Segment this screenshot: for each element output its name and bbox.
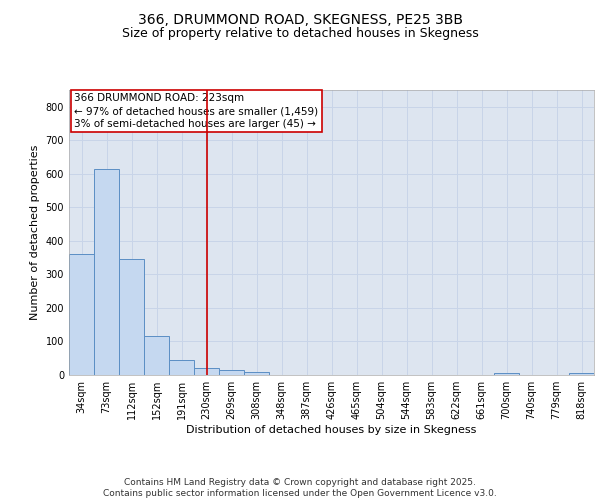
Bar: [219, 370, 244, 375]
Bar: [169, 360, 194, 375]
Bar: [119, 258, 144, 375]
Bar: [569, 374, 594, 375]
Bar: [194, 368, 219, 375]
Bar: [69, 254, 94, 375]
Bar: [244, 372, 269, 375]
Bar: [144, 336, 169, 375]
Text: Contains HM Land Registry data © Crown copyright and database right 2025.
Contai: Contains HM Land Registry data © Crown c…: [103, 478, 497, 498]
Text: Size of property relative to detached houses in Skegness: Size of property relative to detached ho…: [122, 28, 478, 40]
Bar: [494, 374, 519, 375]
Text: 366, DRUMMOND ROAD, SKEGNESS, PE25 3BB: 366, DRUMMOND ROAD, SKEGNESS, PE25 3BB: [137, 12, 463, 26]
Y-axis label: Number of detached properties: Number of detached properties: [30, 145, 40, 320]
Bar: [94, 170, 119, 375]
X-axis label: Distribution of detached houses by size in Skegness: Distribution of detached houses by size …: [187, 425, 476, 435]
Text: 366 DRUMMOND ROAD: 223sqm
← 97% of detached houses are smaller (1,459)
3% of sem: 366 DRUMMOND ROAD: 223sqm ← 97% of detac…: [74, 93, 319, 129]
